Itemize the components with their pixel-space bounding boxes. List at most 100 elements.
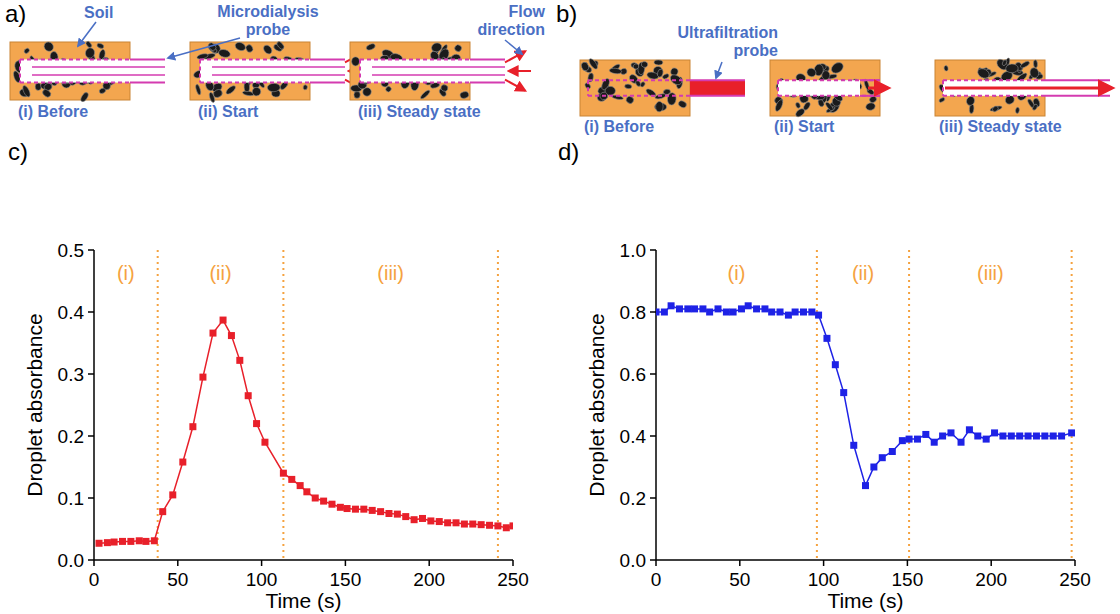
probe-wall	[860, 95, 880, 97]
y-tick	[650, 311, 656, 313]
data-point	[939, 433, 946, 440]
soil-particle	[1033, 60, 1037, 68]
label-line: probe	[246, 21, 291, 38]
flow-arrow	[945, 87, 1112, 90]
data-point	[815, 312, 822, 319]
x-tick	[177, 560, 179, 566]
x-tick-label: 50	[167, 569, 188, 590]
x-tick	[512, 560, 514, 566]
label-line: Microdialysis	[217, 3, 318, 20]
data-point	[800, 309, 807, 316]
data-point	[394, 511, 401, 518]
label-pointer	[505, 40, 522, 54]
soil-particle	[829, 60, 845, 75]
panel-letter: d)	[558, 138, 579, 165]
data-point	[832, 361, 839, 368]
soil-particle	[225, 84, 237, 95]
soil-particle	[453, 44, 462, 53]
probe-membrane	[19, 59, 21, 82]
soil-particle	[1005, 64, 1018, 73]
x-tick-label: 0	[89, 569, 100, 590]
soil-particle	[96, 42, 104, 49]
soil-particle	[459, 91, 469, 99]
data-point	[369, 507, 376, 514]
data-point	[328, 501, 335, 508]
data-point	[312, 495, 319, 502]
data-point	[510, 522, 514, 529]
soil-particle	[641, 61, 649, 68]
data-point	[870, 464, 877, 471]
soil-particle	[245, 43, 255, 53]
y-tick	[88, 559, 94, 561]
probe-membrane	[359, 59, 361, 82]
x-tick-label: 0	[651, 569, 662, 590]
data-point	[906, 436, 913, 443]
y-tick-label: 0.3	[58, 364, 84, 385]
probe-wall	[470, 82, 505, 84]
data-point	[96, 540, 103, 547]
data-point	[245, 392, 252, 399]
probe-wall	[860, 79, 880, 81]
phase-label: (i)	[117, 262, 135, 284]
data-point	[715, 305, 722, 312]
data-point	[808, 309, 815, 316]
data-point	[983, 436, 990, 443]
probe-wall	[690, 79, 745, 81]
probe-wall	[1045, 95, 1110, 97]
soil-particle	[806, 67, 818, 78]
soil-particle	[1029, 67, 1040, 79]
series-line	[656, 306, 1072, 486]
data-point	[661, 309, 668, 316]
chart: c)0.00.10.20.30.40.5050100150200250Time …	[8, 138, 529, 612]
panel-letter: a)	[5, 0, 26, 27]
data-point	[320, 498, 327, 505]
x-tick	[990, 560, 992, 566]
data-point	[768, 309, 775, 316]
data-point	[136, 537, 143, 544]
data-point	[730, 309, 737, 316]
soil-particle	[580, 61, 589, 71]
x-tick-label: 200	[413, 569, 445, 590]
soil-particle	[795, 102, 801, 109]
probe-wall	[470, 58, 505, 60]
data-point	[840, 389, 847, 396]
phase-label: (i)	[728, 262, 746, 284]
y-tick-label: 0.5	[58, 240, 84, 261]
data-point	[419, 515, 426, 522]
data-point	[236, 357, 243, 364]
microdialysis-probe	[200, 51, 371, 90]
label-pointer	[716, 62, 722, 78]
chart: d)0.00.20.40.60.81.0050100150200250Time …	[558, 138, 1091, 612]
y-tick	[650, 497, 656, 499]
soil-particle	[21, 85, 31, 99]
probe-wall	[690, 95, 745, 97]
data-point	[461, 521, 468, 528]
x-tick-label: 250	[497, 569, 529, 590]
data-point	[761, 305, 768, 312]
data-point	[1033, 433, 1040, 440]
soil-particle	[80, 91, 90, 103]
data-point	[1050, 433, 1057, 440]
data-point	[792, 309, 799, 316]
probe-membrane	[942, 80, 944, 96]
y-tick	[650, 435, 656, 437]
soil-particle	[976, 67, 991, 80]
soil-particle	[85, 40, 93, 48]
phase-label: (ii)	[209, 262, 231, 284]
x-axis	[94, 559, 513, 561]
microdialysis-probe	[20, 59, 165, 82]
label-line: probe	[734, 42, 779, 59]
data-point	[922, 431, 929, 438]
data-point	[142, 538, 149, 545]
x-tick-label: 150	[330, 569, 362, 590]
stage-label: (i) Before	[18, 103, 88, 120]
probe-wall	[310, 58, 345, 60]
soil-particle	[655, 101, 663, 112]
y-tick	[650, 249, 656, 251]
y-tick	[88, 311, 94, 313]
data-point	[974, 433, 981, 440]
soil-particle	[624, 84, 632, 89]
x-tick	[823, 560, 825, 566]
panel-letter: c)	[8, 138, 28, 165]
data-point	[738, 305, 745, 312]
